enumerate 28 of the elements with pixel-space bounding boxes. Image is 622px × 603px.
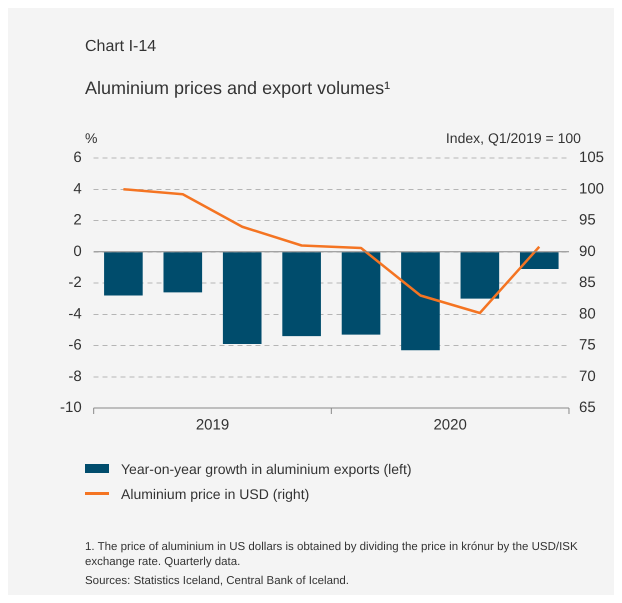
text: 2020 [433, 416, 467, 434]
y-tick-label: -8 [68, 368, 82, 385]
y-tick-label: -10 [60, 399, 82, 416]
y-tick-label: -6 [68, 336, 82, 354]
y2-tick-label: 95 [578, 212, 596, 229]
source-note: Sources: Statistics Iceland, Central Bank of Iceland. [85, 574, 350, 589]
y-tick-label: 0 [73, 242, 82, 260]
y-tick-label: 6 [73, 149, 82, 166]
y2-tick-label: 80 [578, 305, 596, 322]
text: 1. The price of aluminium in US dollars is obtained by dividing the price in krónur by the USD/ISK exchange rate. Quarterly data. [85, 540, 579, 570]
y2-tick-label: 65 [578, 399, 596, 416]
legend-label: Aluminium price in USD (right) [121, 486, 310, 502]
y-tick-label: -2 [68, 274, 82, 292]
y2-tick-label: 90 [578, 242, 596, 260]
y-tick-label: 4 [73, 180, 82, 198]
y-axis-title: % [85, 130, 98, 146]
y2-tick-label: 75 [578, 336, 596, 354]
y2-tick-label: 70 [578, 368, 596, 385]
y-tick-label: 2 [73, 212, 82, 229]
y-tick-label: -4 [68, 305, 82, 322]
y2-axis-title: Index, Q1/2019 = 100 [446, 130, 582, 146]
legend-label: Year-on-year growth in aluminium exports (left) [121, 460, 412, 476]
text: 2019 [196, 416, 230, 434]
y2-tick-label: 85 [578, 274, 596, 292]
y2-tick-label: 100 [578, 180, 604, 198]
chart-subtitle: Chart I-14 [85, 38, 156, 56]
chart-title: Aluminium prices and export volumes¹ [85, 78, 390, 99]
y2-tick-label: 105 [578, 149, 604, 166]
